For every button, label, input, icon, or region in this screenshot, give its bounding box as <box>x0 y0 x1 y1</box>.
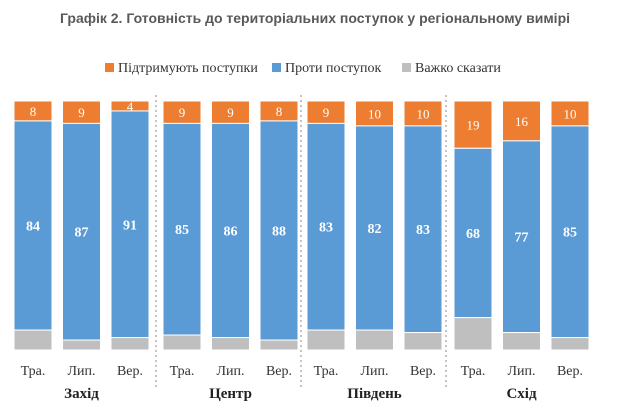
x-axis-labels: Тра. Лип. Вер. Тра. Лип. Вер. Тра. Лип. Вер. Тра.… <box>21 364 583 402</box>
bar-segment <box>162 334 202 351</box>
data-label: 83 <box>416 223 430 238</box>
data-label: 83 <box>319 221 333 236</box>
legend-swatch <box>105 63 114 72</box>
bar-segment <box>211 337 250 351</box>
data-label: 9 <box>323 105 330 120</box>
data-label: 9 <box>179 105 186 120</box>
bar-segment <box>306 329 346 351</box>
bar-segment <box>259 339 299 351</box>
bar-segment <box>211 122 250 339</box>
bar-segment <box>403 332 443 351</box>
bar-segment <box>550 337 590 351</box>
bar-segment <box>355 100 394 127</box>
x-tick-label: Лип. <box>217 364 245 379</box>
group-label: Центр <box>209 386 252 402</box>
x-tick-label: Вер. <box>117 364 143 379</box>
bar-segment <box>550 125 590 339</box>
x-tick-label: Лип. <box>361 364 389 379</box>
x-tick-label: Вер. <box>410 364 436 379</box>
group-label: Південь <box>347 386 401 402</box>
bar-segment <box>502 332 541 351</box>
bar-segment <box>306 122 346 331</box>
legend-swatch <box>402 63 411 72</box>
x-tick-label: Тра. <box>314 364 339 379</box>
data-label: 84 <box>26 220 40 235</box>
x-tick-label: Тра. <box>461 364 486 379</box>
data-label: 19 <box>467 118 480 133</box>
bar-segment <box>355 329 394 351</box>
x-tick-label: Тра. <box>170 364 195 379</box>
data-label: 85 <box>563 226 577 241</box>
group-separators <box>155 95 447 390</box>
bar-segment <box>453 317 493 351</box>
x-tick-label: Вер. <box>266 364 292 379</box>
bar-segment <box>110 110 150 339</box>
data-label: 86 <box>224 224 238 239</box>
x-tick-label: Тра. <box>21 364 46 379</box>
bar-segment <box>13 120 53 331</box>
chart-title: Графік 2. Готовність до територіальних п… <box>59 10 571 26</box>
group-label: Захід <box>64 386 99 402</box>
data-label: 10 <box>417 106 430 121</box>
data-label: 68 <box>466 227 480 242</box>
legend-label: Важко сказати <box>415 61 501 76</box>
x-tick-label: Лип. <box>508 364 536 379</box>
bar-segment <box>502 100 541 142</box>
x-tick-label: Лип. <box>68 364 96 379</box>
data-label: 9 <box>78 105 85 120</box>
legend-swatch <box>272 63 281 72</box>
data-label: 91 <box>123 218 137 233</box>
bar-segment <box>62 339 101 351</box>
data-label: 8 <box>276 104 283 119</box>
bar-segment <box>13 329 53 351</box>
bar-segment <box>453 147 493 319</box>
data-label: 9 <box>227 105 234 120</box>
bar-segment <box>162 122 202 336</box>
bar-segment <box>355 125 394 331</box>
bar-segment <box>110 337 150 351</box>
data-label: 82 <box>368 222 382 237</box>
data-label: 87 <box>75 226 89 241</box>
data-label: 8 <box>30 104 37 119</box>
data-label: 10 <box>564 106 577 121</box>
data-label: 85 <box>175 223 189 238</box>
data-label: 10 <box>368 106 381 121</box>
data-label: 16 <box>515 114 529 129</box>
data-label: 88 <box>272 224 286 239</box>
bar-segment <box>453 100 493 149</box>
data-label: 4 <box>127 99 134 114</box>
bars: 8849874919859868889831082108319681677108… <box>13 99 590 351</box>
legend-label: Проти поступок <box>285 61 382 76</box>
data-label: 77 <box>515 231 529 246</box>
legend: Підтримують поступки Проти поступок Важко … <box>105 61 501 76</box>
group-label: Схід <box>506 386 537 402</box>
x-tick-label: Вер. <box>557 364 583 379</box>
bar-segment <box>403 125 443 334</box>
legend-label: Підтримують поступки <box>118 61 258 76</box>
